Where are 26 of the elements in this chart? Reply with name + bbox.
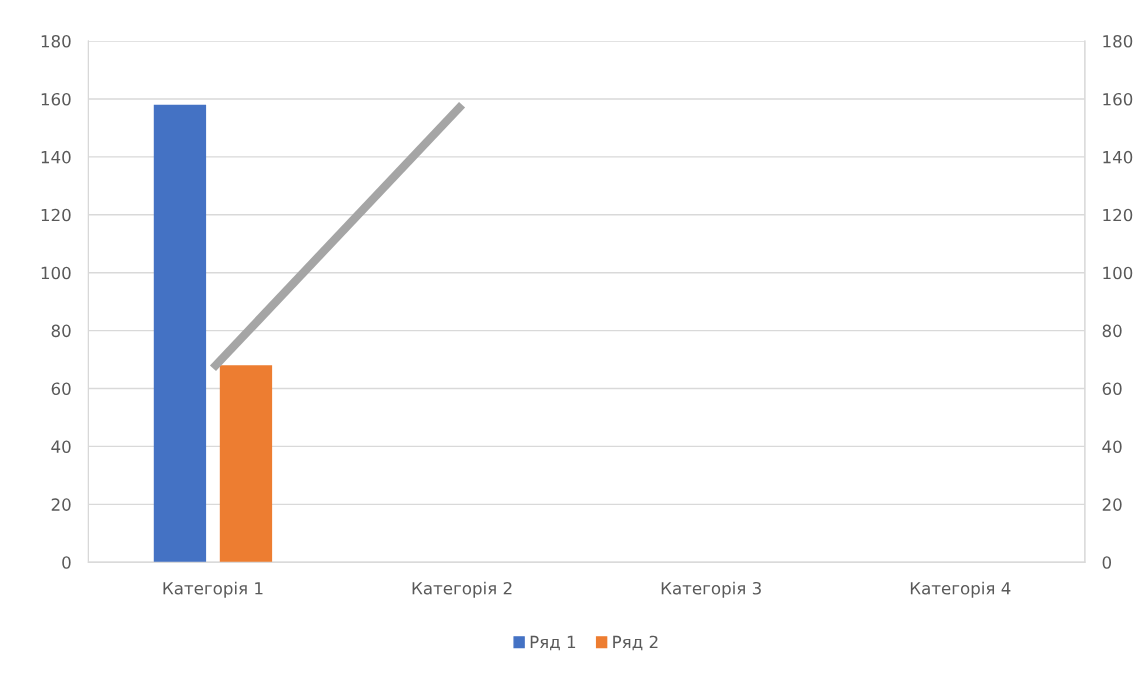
x-tick-label: Категорія 3: [661, 581, 761, 598]
x-tick-label: Категорія 1: [163, 581, 263, 598]
y-tick-label: 120: [41, 208, 71, 222]
y-tick-label: 140: [41, 150, 71, 164]
legend-label: Ряд 2: [613, 635, 658, 651]
y2-tick-label: 120: [1103, 208, 1133, 222]
y2-tick-label: 20: [1102, 498, 1122, 511]
y2-tick-label: 160: [1103, 92, 1133, 106]
y2-tick-label: 0: [1102, 556, 1112, 569]
y2-tick-label: 40: [1102, 440, 1122, 453]
y2-tick-label: 80: [1102, 324, 1122, 338]
y2-tick-label: 140: [1103, 150, 1133, 164]
y-tick-label: 160: [41, 92, 71, 106]
x-tick-label: Категорія 2: [412, 581, 512, 598]
y-tick-label: 100: [41, 266, 71, 280]
y-tick-label: 0: [62, 556, 71, 569]
y-tick-label: 80: [51, 324, 71, 338]
x-tick-label: Категорія 4: [910, 581, 1011, 598]
y-tick-label: 180: [41, 35, 71, 48]
y-tick-label: 20: [51, 498, 71, 511]
y2-tick-label: 100: [1103, 266, 1133, 280]
y2-tick-label: 60: [1102, 382, 1122, 396]
y-tick-label: 40: [51, 440, 71, 453]
y-tick-label: 60: [51, 382, 71, 396]
legend-label: Ряд 1: [530, 635, 576, 651]
y2-tick-label: 180: [1103, 35, 1133, 48]
